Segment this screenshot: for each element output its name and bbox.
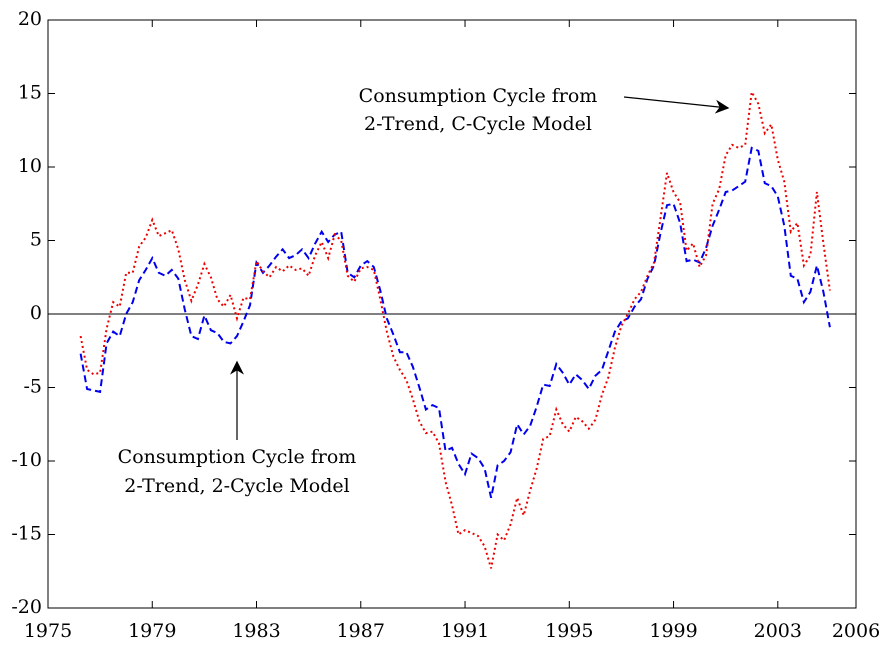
x-tick-label: 1975 (24, 620, 72, 642)
y-tick-label: -5 (23, 376, 42, 398)
series-line (79, 146, 831, 499)
annotation: Consumption Cycle from (118, 446, 357, 468)
x-tick-label: 2003 (754, 620, 802, 642)
y-tick-label: 5 (30, 229, 42, 251)
x-tick-label: 1991 (441, 620, 489, 642)
x-tick-label: 1983 (232, 620, 280, 642)
annotation: Consumption Cycle from (359, 85, 598, 107)
annotation: 2-Trend, C-Cycle Model (364, 113, 592, 135)
y-tick-label: 0 (30, 302, 42, 324)
x-tick-label: 1999 (649, 620, 697, 642)
x-tick-label: 2006 (832, 620, 880, 642)
y-tick-label: -15 (11, 523, 42, 545)
y-tick-label: 10 (18, 155, 42, 177)
y-tick-label: -10 (11, 449, 42, 471)
annotation-arrow (623, 96, 730, 114)
annotation: 2-Trend, 2-Cycle Model (124, 475, 349, 497)
x-tick-label: 1979 (128, 620, 176, 642)
y-tick-label: 20 (18, 8, 42, 30)
y-tick-label: 15 (18, 82, 42, 104)
y-tick-label: -20 (11, 596, 42, 618)
x-tick-label: 1987 (337, 620, 385, 642)
x-tick-label: 1995 (545, 620, 593, 642)
